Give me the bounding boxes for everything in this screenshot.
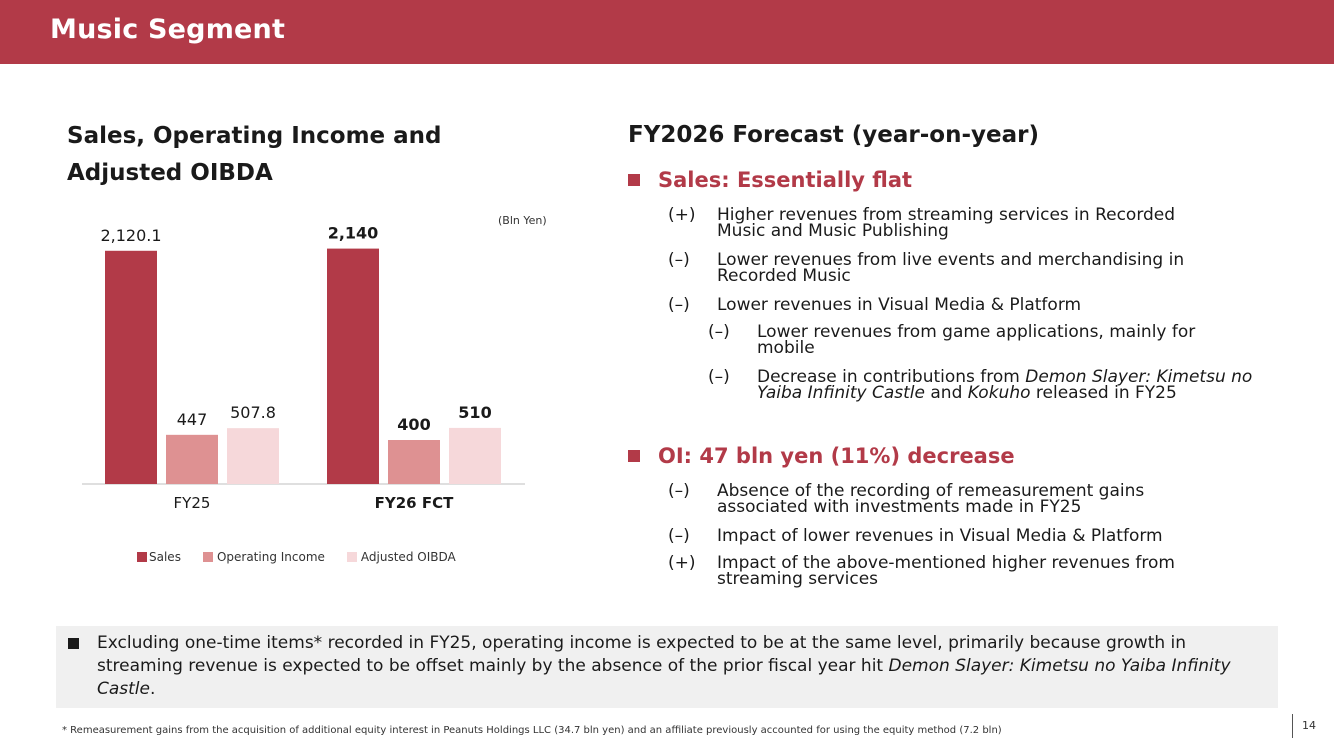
legend-swatch-adjusted-oibda xyxy=(346,552,357,562)
legend-item-sales: Sales xyxy=(137,550,181,564)
forecast-title: FY2026 Forecast (year-on-year) xyxy=(628,122,1039,148)
text-segment: Decrease in contributions from xyxy=(757,367,1026,387)
sales-item-3: (–) Lower revenues in Visual Media & Pla… xyxy=(668,295,1268,315)
sales-section: Sales: Essentially flat xyxy=(628,168,1308,192)
sign-minus: (–) xyxy=(668,250,690,270)
bar-adjusted-oibda-fy26-fct xyxy=(449,427,501,484)
bar-chart: 2,120.1 447 507.8 FY25 2,140 400 510 FY26 FCT xyxy=(82,224,525,512)
oi-heading-text: OI: 47 bln yen (11%) decrease xyxy=(658,444,1015,468)
sign-minus: (–) xyxy=(668,481,690,501)
footnote: * Remeasurement gains from the acquisiti… xyxy=(62,725,1002,736)
legend-swatch-operating-income xyxy=(202,552,213,562)
sales-item-1-text: Higher revenues from streaming services … xyxy=(717,205,1176,241)
text-segment: Excluding one-time items* recorded in FY… xyxy=(97,633,1187,676)
chart-legend: Sales Operating Income Adjusted OIBDA xyxy=(137,550,478,564)
bullet-square-icon xyxy=(68,638,79,649)
page-number-divider xyxy=(1292,714,1293,738)
bar-sales-fy26-fct xyxy=(327,248,379,484)
data-label: 507.8 xyxy=(230,403,276,422)
data-label: 400 xyxy=(397,415,430,434)
bar-adjusted-oibda-fy25 xyxy=(227,428,279,484)
data-label: 510 xyxy=(458,403,491,422)
oi-item-1: (–) Absence of the recording of remeasur… xyxy=(668,481,1208,517)
sales-subitem-2-text: Decrease in contributions from Demon Sla… xyxy=(757,367,1288,403)
bullet-square-icon xyxy=(628,450,640,462)
sales-item-2: (–) Lower revenues from live events and … xyxy=(668,250,1248,286)
sign-minus: (–) xyxy=(708,322,730,342)
legend-label-adjusted-oibda: Adjusted OIBDA xyxy=(360,550,456,564)
category-label: FY25 xyxy=(174,494,211,512)
legend-swatch-sales xyxy=(137,552,147,562)
sales-heading: Sales: Essentially flat xyxy=(628,168,1308,192)
summary-text: Excluding one-time items* recorded in FY… xyxy=(97,632,1267,701)
unit-note: (Bln Yen) xyxy=(498,214,547,227)
data-label: 2,140 xyxy=(328,224,379,243)
legend-label-sales: Sales xyxy=(149,550,181,564)
bar-sales-fy25 xyxy=(105,250,157,484)
oi-item-3-text: Impact of the above-mentioned higher rev… xyxy=(717,553,1175,589)
oi-heading: OI: 47 bln yen (11%) decrease xyxy=(628,444,1308,468)
sales-subitem-2: (–) Decrease in contributions from Demon… xyxy=(708,367,1288,403)
sales-subitem-1: (–) Lower revenues from game application… xyxy=(708,322,1248,358)
sales-item-3-text: Lower revenues in Visual Media & Platfor… xyxy=(717,295,1082,315)
sign-minus: (–) xyxy=(708,367,730,387)
bullet-square-icon xyxy=(628,174,640,186)
legend-label-operating-income: Operating Income xyxy=(216,550,325,564)
sign-minus: (–) xyxy=(668,526,690,546)
sales-heading-text: Sales: Essentially flat xyxy=(658,168,913,192)
header-bar: Music Segment xyxy=(0,0,1334,64)
sign-minus: (–) xyxy=(668,295,690,315)
category-label: FY26 FCT xyxy=(375,494,454,512)
italic-title: Demon Slayer: Kimetsu no Yaiba Infinity … xyxy=(97,656,1231,699)
sales-item-1: (+) Higher revenues from streaming servi… xyxy=(668,205,1228,241)
summary-box: Excluding one-time items* recorded in FY… xyxy=(56,626,1278,708)
oi-item-2: (–) Impact of lower revenues in Visual M… xyxy=(668,526,1268,546)
page-title: Music Segment xyxy=(50,14,286,45)
sales-item-2-text: Lower revenues from live events and merc… xyxy=(717,250,1185,286)
oi-item-2-text: Impact of lower revenues in Visual Media… xyxy=(717,526,1163,546)
oi-item-3: (+) Impact of the above-mentioned higher… xyxy=(668,553,1248,589)
legend-item-adjusted-oibda: Adjusted OIBDA xyxy=(346,550,456,564)
text-segment: and xyxy=(924,383,968,403)
page-number: 14 xyxy=(1302,719,1316,732)
data-label: 447 xyxy=(177,410,208,429)
sales-subitem-1-text: Lower revenues from game applications, m… xyxy=(757,322,1196,358)
chart-title: Sales, Operating Income and Adjusted OIB… xyxy=(67,123,442,186)
italic-title: Kokuho xyxy=(967,383,1031,403)
text-segment: . xyxy=(150,679,156,699)
legend-item-operating-income: Operating Income xyxy=(202,550,325,564)
oi-section: OI: 47 bln yen (11%) decrease xyxy=(628,444,1308,468)
bar-operating-income-fy26-fct xyxy=(388,440,440,484)
text-segment: released in FY25 xyxy=(1030,383,1177,403)
data-label: 2,120.1 xyxy=(100,226,161,245)
bar-operating-income-fy25 xyxy=(166,434,218,484)
sign-plus: (+) xyxy=(668,553,696,573)
oi-item-1-text: Absence of the recording of remeasuremen… xyxy=(717,481,1145,517)
sign-plus: (+) xyxy=(668,205,696,225)
italic-title: Demon Slayer: Kimetsu no Yaiba Infinity … xyxy=(757,367,1253,403)
